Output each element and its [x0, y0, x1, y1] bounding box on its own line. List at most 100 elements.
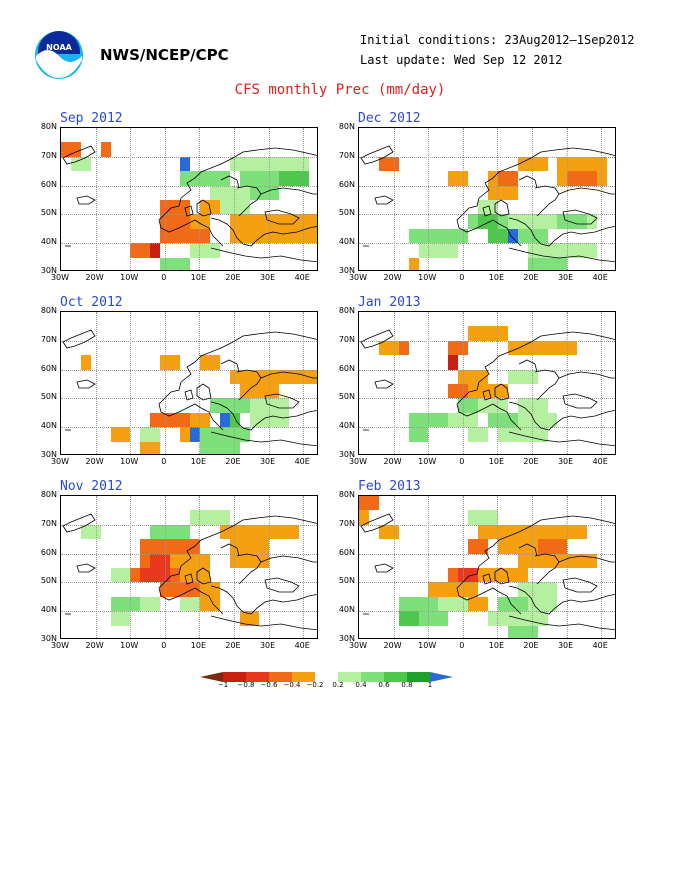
- grid-line: [601, 496, 603, 638]
- coastline-path: [210, 217, 317, 247]
- anomaly-cell: [567, 171, 598, 186]
- coastline-path: [534, 185, 560, 217]
- grid-line: [462, 496, 464, 638]
- grid-line: [393, 496, 395, 638]
- anomaly-cell: [517, 553, 598, 568]
- grid-line: [566, 496, 568, 638]
- grid-line: [601, 128, 603, 270]
- colorbar-label: 0.4: [355, 681, 367, 689]
- anomaly-cell: [517, 582, 558, 597]
- grid-line: [359, 156, 615, 158]
- grid-line: [566, 312, 568, 454]
- coastline-path: [260, 555, 317, 563]
- anomaly-cell: [140, 596, 161, 612]
- coastline-path: [494, 199, 510, 217]
- colorbar-label: 0.6: [378, 681, 390, 689]
- anomaly-cell: [497, 524, 538, 554]
- grid-line: [303, 496, 305, 638]
- lon-label: 40E: [294, 457, 310, 466]
- lat-label: 50N: [338, 208, 355, 218]
- grid-line: [95, 312, 97, 454]
- logo-text: NOAA: [46, 43, 72, 52]
- coastline-path: [76, 195, 96, 205]
- lon-label: 10W: [120, 641, 139, 650]
- coastline-path: [492, 219, 522, 247]
- colorbar-segment: [269, 672, 292, 682]
- anomaly-cell: [507, 369, 538, 384]
- anomaly-cell: [70, 156, 91, 172]
- lat-label: 40N: [40, 421, 57, 431]
- anomaly-cell: [170, 539, 200, 554]
- lat-label: 30N: [338, 634, 355, 643]
- lon-label: 40E: [294, 641, 310, 650]
- coastline-path: [220, 359, 240, 373]
- coastline-path: [264, 393, 300, 409]
- anomaly-cell: [61, 142, 81, 157]
- lon-label: 30E: [557, 457, 574, 466]
- colorbar-segment: [200, 672, 223, 682]
- anomaly-cell: [279, 171, 310, 186]
- anomaly-cell: [507, 214, 548, 229]
- anomaly-cell: [229, 214, 317, 229]
- grid-line: [130, 312, 132, 454]
- lon-label: 10W: [418, 273, 437, 282]
- lon-label: 40E: [592, 457, 608, 466]
- lat-label: 80N: [40, 490, 57, 499]
- grid-line: [428, 312, 430, 454]
- anomaly-cell: [219, 524, 300, 540]
- lat-label: 30N: [338, 450, 355, 459]
- lat-label: 60N: [40, 363, 57, 373]
- coastline-path: [264, 577, 300, 593]
- coastline-path: [194, 403, 224, 431]
- coastline-path: [374, 379, 394, 389]
- grid-line: [95, 128, 97, 270]
- anomaly-cell: [478, 200, 498, 215]
- anomaly-cell: [507, 568, 528, 583]
- coastline-path: [360, 329, 394, 349]
- grid-line: [95, 496, 97, 638]
- lon-label: 20E: [523, 641, 539, 650]
- lat-label: 30N: [40, 450, 57, 459]
- lon-label: 40E: [294, 273, 310, 282]
- lon-label: 10W: [418, 457, 437, 466]
- coastline-path: [264, 209, 300, 225]
- anomaly-cell: [478, 398, 508, 413]
- coastline-path: [508, 401, 615, 431]
- grid-line: [359, 524, 615, 526]
- grid-line: [532, 496, 533, 638]
- lat-label: 80N: [338, 306, 355, 315]
- grid-line: [61, 524, 317, 526]
- colorbar-label: −0.4: [283, 681, 301, 689]
- anomaly-cell: [199, 596, 220, 612]
- lat-label: 70N: [338, 334, 355, 344]
- coastline-path: [562, 577, 598, 593]
- coastline-path: [492, 403, 522, 431]
- lon-label: 10E: [488, 641, 504, 650]
- coastline-path: [260, 187, 317, 195]
- grid-line: [130, 128, 132, 270]
- grid-line: [359, 398, 615, 400]
- coastlines: [62, 145, 317, 263]
- coastline-path: [518, 175, 538, 189]
- lat-label: 40N: [40, 237, 57, 247]
- grid-line: [268, 128, 270, 270]
- coastline-path: [482, 573, 492, 585]
- anomaly-cell: [537, 539, 568, 554]
- lon-label: 0: [459, 273, 465, 282]
- anomaly-cell: [478, 568, 508, 583]
- grid-line: [359, 427, 615, 429]
- grid-line: [164, 312, 166, 454]
- lat-label: 60N: [40, 179, 57, 189]
- lon-label: 30W: [50, 641, 70, 650]
- anomaly-cell: [110, 568, 131, 583]
- anomaly-cell: [468, 510, 498, 525]
- anomaly-cell: [110, 427, 131, 442]
- colorbar-segment: [430, 672, 453, 682]
- lon-label: 30E: [259, 641, 276, 650]
- lon-label: 30E: [259, 273, 276, 282]
- anomaly-cell: [209, 398, 250, 413]
- colorbar-segment: [223, 672, 246, 682]
- lon-label: 0: [459, 641, 465, 650]
- coastline-path: [534, 553, 560, 585]
- lon-label: 0: [161, 641, 167, 650]
